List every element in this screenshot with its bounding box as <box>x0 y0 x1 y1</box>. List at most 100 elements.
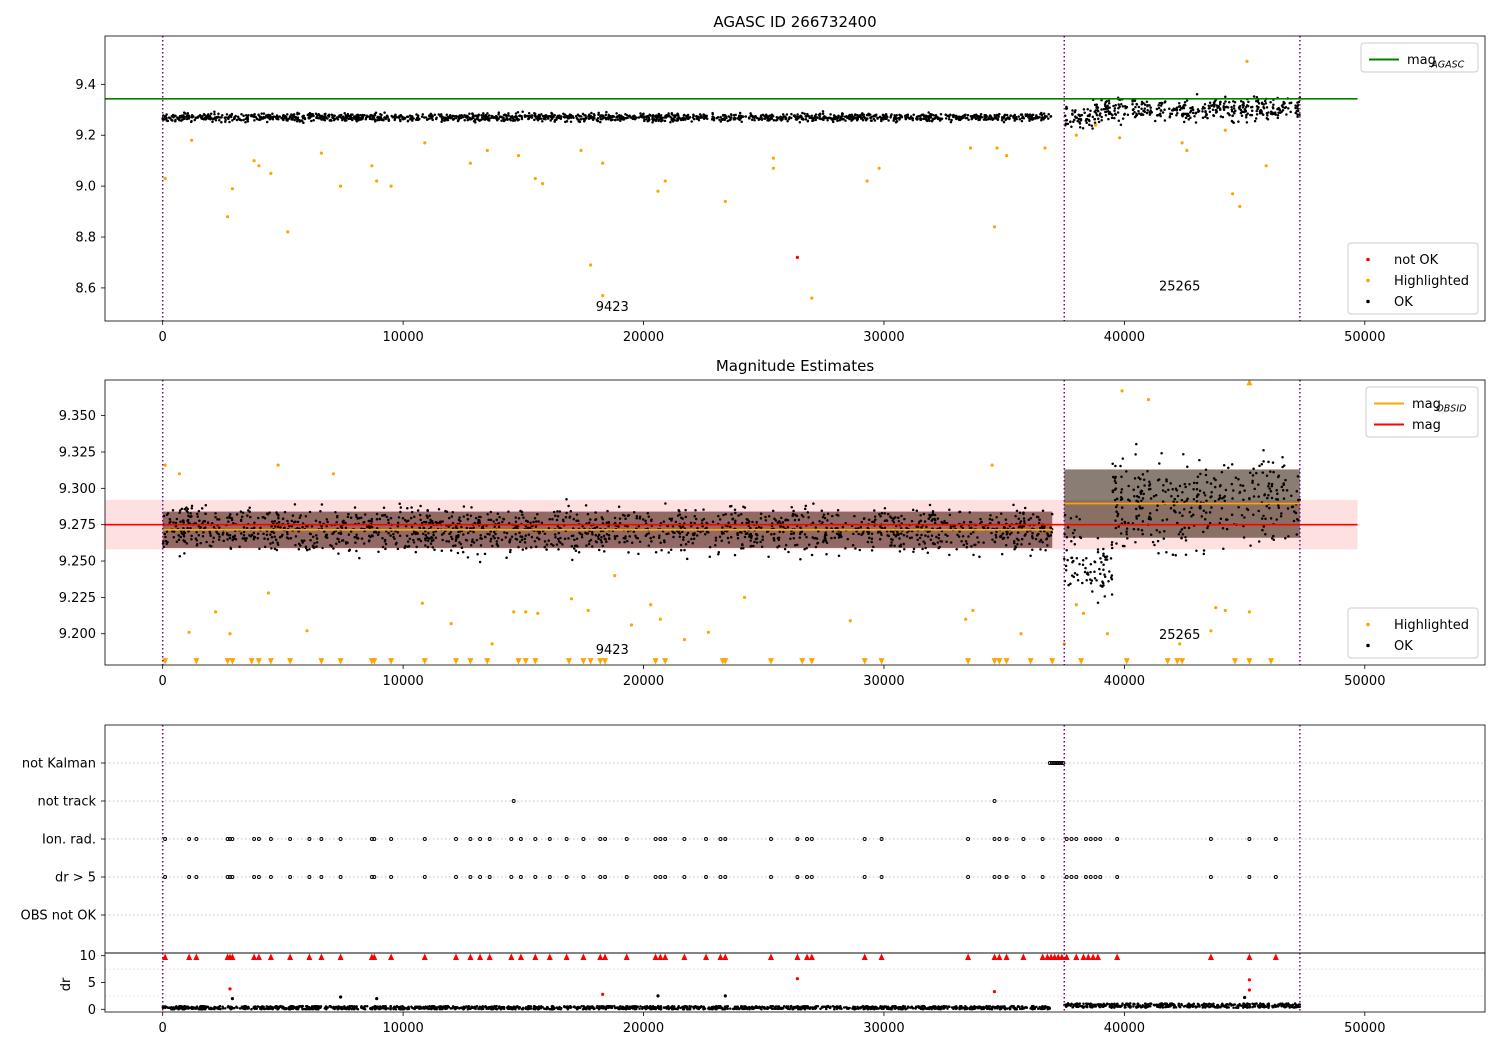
data-point <box>190 138 194 142</box>
data-point <box>579 148 583 153</box>
data-point <box>472 116 475 119</box>
data-point <box>337 552 340 555</box>
data-point <box>1161 519 1164 522</box>
data-point <box>1117 119 1121 122</box>
data-point <box>1074 133 1078 137</box>
data-point <box>825 553 828 556</box>
data-point <box>211 540 215 544</box>
data-point <box>1046 544 1049 547</box>
data-point <box>1242 498 1245 502</box>
data-point <box>532 520 535 524</box>
data-point <box>552 510 556 514</box>
data-point <box>630 541 634 545</box>
data-point <box>434 530 438 533</box>
data-point <box>1041 509 1045 512</box>
data-point <box>991 538 994 541</box>
data-point <box>576 113 580 117</box>
data-point-marker <box>193 658 200 665</box>
data-point <box>1296 101 1299 104</box>
data-point <box>369 113 372 117</box>
data-point <box>543 532 547 535</box>
data-point-marker <box>522 658 529 665</box>
data-point <box>466 518 470 521</box>
data-point <box>1123 521 1127 525</box>
data-point <box>1096 117 1100 120</box>
data-point <box>1003 526 1007 529</box>
flag-point <box>230 837 235 841</box>
data-point <box>174 525 178 528</box>
data-point <box>1278 108 1281 111</box>
flag-point <box>468 837 473 841</box>
flag-point <box>769 875 773 879</box>
data-point <box>920 113 923 117</box>
data-point <box>273 547 277 550</box>
data-point <box>1110 116 1114 120</box>
data-point <box>815 116 819 119</box>
data-point <box>1222 463 1226 467</box>
data-point <box>1085 121 1088 124</box>
data-point <box>924 546 927 550</box>
data-point <box>214 515 217 519</box>
data-point <box>216 518 219 521</box>
data-point <box>797 518 801 522</box>
data-point <box>647 544 651 547</box>
data-point <box>493 525 496 529</box>
data-point <box>988 517 992 521</box>
data-point <box>1268 487 1271 490</box>
data-point <box>837 554 841 558</box>
legend-label: Highlighted <box>1394 618 1469 633</box>
data-point <box>315 537 319 540</box>
data-point <box>1123 544 1126 548</box>
data-point <box>551 112 554 116</box>
data-point <box>297 542 301 545</box>
data-point <box>1276 492 1279 496</box>
data-point <box>415 545 418 549</box>
data-point <box>1238 204 1242 209</box>
data-point <box>366 525 369 529</box>
data-point <box>821 117 825 120</box>
data-point <box>507 114 510 117</box>
data-point <box>1230 513 1234 516</box>
data-point <box>1114 526 1118 530</box>
data-point <box>391 116 394 119</box>
data-point <box>699 530 702 534</box>
data-point <box>920 526 923 529</box>
data-point <box>348 115 351 118</box>
data-point <box>861 112 864 115</box>
data-point <box>1232 100 1235 103</box>
data-point <box>649 603 653 607</box>
data-point <box>870 540 873 544</box>
data-point <box>297 112 301 115</box>
data-point <box>821 110 825 113</box>
data-point <box>475 538 479 542</box>
data-point-marker <box>767 658 774 665</box>
data-point <box>1132 488 1135 492</box>
data-point <box>777 538 781 542</box>
data-point <box>311 535 315 538</box>
data-point <box>1020 543 1023 546</box>
data-point <box>1183 482 1187 486</box>
data-point <box>1217 498 1220 501</box>
data-point <box>507 510 510 513</box>
data-point <box>718 535 722 538</box>
data-point <box>465 526 469 530</box>
data-point <box>370 164 374 168</box>
data-point <box>183 539 187 543</box>
data-point <box>836 532 840 536</box>
data-point <box>569 120 573 124</box>
data-point <box>897 520 901 523</box>
data-point <box>273 535 276 538</box>
data-point <box>994 535 998 539</box>
data-point <box>572 517 576 521</box>
data-point <box>1261 113 1265 117</box>
flag-point <box>1004 875 1009 879</box>
data-point <box>1077 118 1081 121</box>
data-point <box>1042 112 1046 115</box>
data-point <box>983 116 987 120</box>
data-point-marker <box>1164 658 1171 665</box>
data-point <box>759 540 762 544</box>
data-point <box>479 534 482 537</box>
data-point <box>1143 110 1147 114</box>
data-point <box>245 537 248 540</box>
data-point <box>183 507 187 511</box>
